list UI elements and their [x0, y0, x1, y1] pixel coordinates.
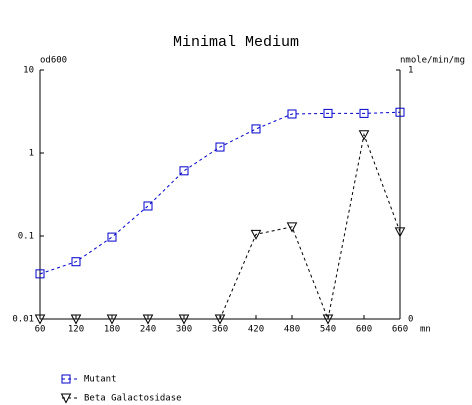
marker — [179, 166, 189, 176]
y2-tick-label: 0 — [408, 315, 413, 325]
x-tick-label: 600 — [356, 325, 372, 335]
x-tick-label: 660 — [392, 325, 408, 335]
marker — [106, 314, 118, 325]
marker — [251, 124, 261, 134]
marker — [71, 257, 81, 267]
marker — [395, 107, 405, 117]
legend-label: Mutant — [84, 375, 117, 385]
marker — [142, 314, 154, 325]
x-tick-label: 180 — [104, 325, 120, 335]
marker — [178, 314, 190, 325]
marker — [287, 109, 297, 119]
x-axis-label: mn — [420, 325, 431, 335]
legend-label: Beta Galactosidase — [84, 394, 182, 404]
marker — [70, 314, 82, 325]
chart-title: Minimal Medium — [173, 34, 299, 51]
marker — [35, 269, 45, 279]
marker — [286, 222, 298, 233]
series-line — [39, 111, 401, 275]
x-tick-label: 420 — [248, 325, 264, 335]
x-tick-label: 240 — [140, 325, 156, 335]
y-tick-label: 1 — [29, 149, 34, 159]
y2-axis-label: nmole/min/mg — [400, 56, 465, 66]
y-tick-label: 0.01 — [12, 315, 34, 325]
x-tick-label: 360 — [212, 325, 228, 335]
x-tick-label: 540 — [320, 325, 336, 335]
marker — [34, 314, 46, 325]
marker — [143, 201, 153, 211]
marker — [394, 227, 406, 238]
marker — [322, 314, 334, 325]
marker — [250, 229, 262, 240]
marker — [323, 108, 333, 118]
y-tick-label: 0.1 — [18, 232, 34, 242]
y2-tick-label: 1 — [408, 66, 413, 76]
marker — [358, 130, 370, 141]
x-tick-label: 480 — [284, 325, 300, 335]
marker — [359, 108, 369, 118]
series-line — [40, 132, 401, 321]
x-tick-label: 60 — [35, 325, 46, 335]
marker — [214, 314, 226, 325]
marker — [107, 232, 117, 242]
marker — [215, 142, 225, 152]
y-tick-label: 10 — [23, 66, 34, 76]
marker — [61, 374, 71, 384]
y-axis-label: od600 — [40, 56, 67, 66]
x-tick-label: 120 — [68, 325, 84, 335]
x-tick-label: 300 — [176, 325, 192, 335]
marker — [60, 393, 72, 404]
